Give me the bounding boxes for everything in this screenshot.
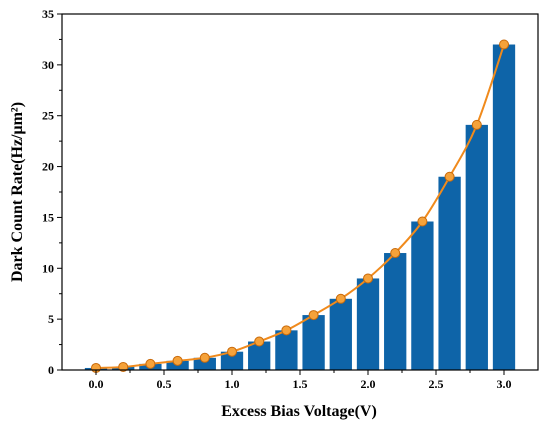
x-axis-title: Excess Bias Voltage(V) xyxy=(221,403,377,420)
bar xyxy=(248,341,271,370)
y-tick-label: 15 xyxy=(42,210,54,224)
data-point xyxy=(499,39,509,50)
x-tick-label: 2.0 xyxy=(361,377,376,391)
y-tick-label: 20 xyxy=(42,160,54,174)
y-tick-label: 0 xyxy=(48,363,54,377)
bar xyxy=(492,44,516,371)
data-point xyxy=(145,358,156,369)
bar xyxy=(384,253,407,370)
data-point xyxy=(363,273,373,284)
bar xyxy=(438,176,461,370)
bar xyxy=(329,298,352,370)
data-point xyxy=(281,325,292,336)
y-tick-label: 10 xyxy=(42,261,54,275)
bar xyxy=(302,315,325,370)
x-tick-label: 0.5 xyxy=(157,377,172,391)
x-tick-label: 2.5 xyxy=(429,377,444,391)
y-tick-label: 35 xyxy=(42,7,54,21)
y-tick-label: 5 xyxy=(48,312,54,326)
data-point xyxy=(254,336,265,347)
data-point xyxy=(417,216,428,227)
ticks-group: 0 5 10 15 20 25 30 35 0.0 0.5 1.0 1.5 2.0 2.5 3.0 xyxy=(42,7,512,391)
y-tick-label: 30 xyxy=(42,58,54,72)
x-tick-label: 3.0 xyxy=(497,377,512,391)
trend-line xyxy=(95,44,505,369)
bar xyxy=(275,330,298,370)
bar xyxy=(465,124,488,371)
data-point xyxy=(199,352,210,363)
data-point xyxy=(227,346,237,357)
bar xyxy=(220,351,244,370)
x-tick-label: 0.0 xyxy=(89,377,104,391)
data-point xyxy=(172,355,183,366)
y-axis-title: Dark Count Rate(Hz/μm²) xyxy=(9,102,26,282)
data-point xyxy=(471,119,482,130)
x-tick-label: 1.5 xyxy=(293,377,308,391)
data-point xyxy=(118,361,129,372)
bar xyxy=(193,357,216,370)
y-tick-label: 25 xyxy=(42,109,54,123)
trend-line-group xyxy=(95,44,505,369)
data-point xyxy=(335,293,346,304)
data-point xyxy=(308,310,319,321)
markers-group xyxy=(91,39,509,373)
data-point xyxy=(390,248,401,259)
x-tick-label: 1.0 xyxy=(225,377,240,391)
bar xyxy=(356,278,380,370)
data-point xyxy=(444,171,455,182)
bars-group xyxy=(84,44,516,371)
bar xyxy=(411,221,434,370)
